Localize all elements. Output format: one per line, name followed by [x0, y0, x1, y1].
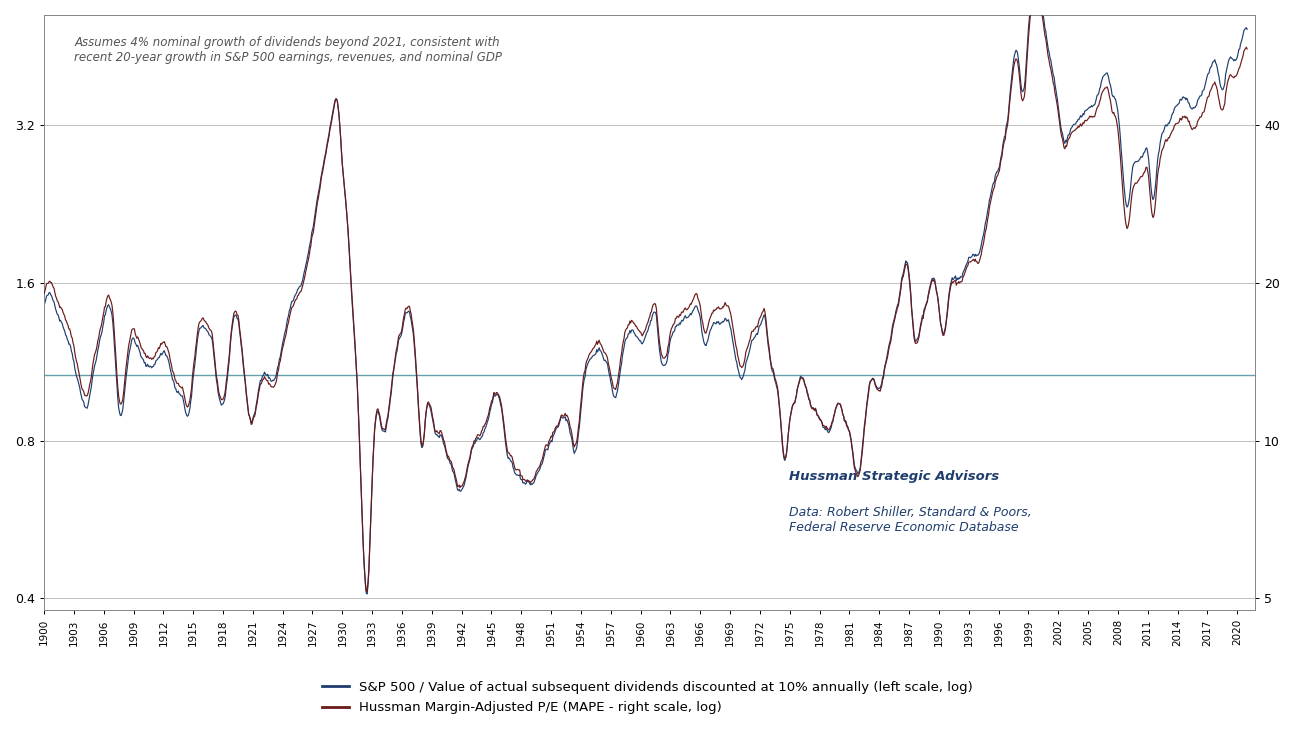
- Text: Assumes 4% nominal growth of dividends beyond 2021, consistent with
recent 20-ye: Assumes 4% nominal growth of dividends b…: [74, 36, 502, 64]
- Legend: S&P 500 / Value of actual subsequent dividends discounted at 10% annually (left : S&P 500 / Value of actual subsequent div…: [317, 675, 978, 720]
- Text: Hussman Strategic Advisors: Hussman Strategic Advisors: [789, 470, 998, 483]
- Text: Data: Robert Shiller, Standard & Poors,
Federal Reserve Economic Database: Data: Robert Shiller, Standard & Poors, …: [789, 506, 1032, 534]
